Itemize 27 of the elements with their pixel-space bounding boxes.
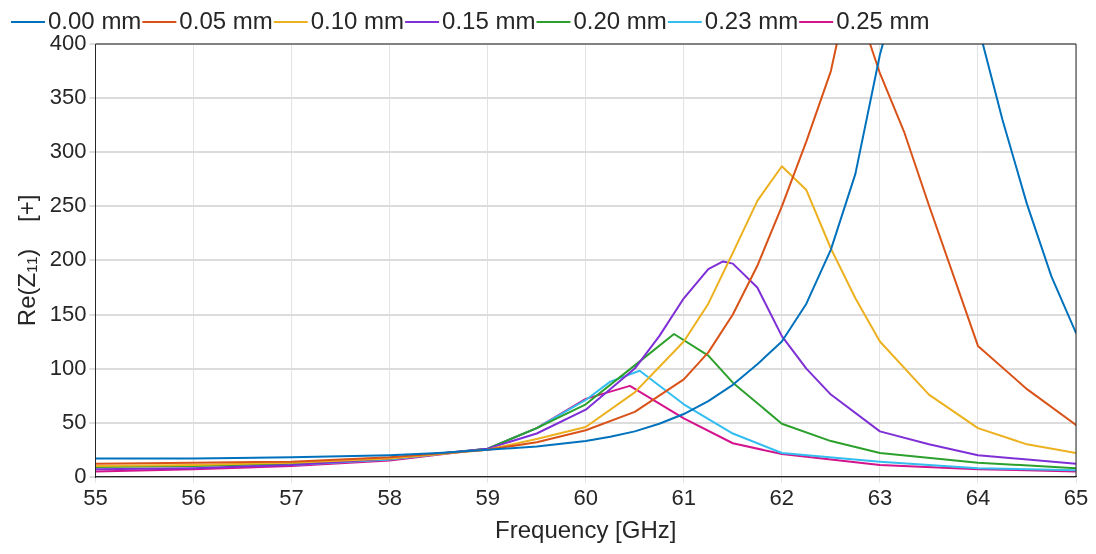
x-tick-label: 63: [867, 485, 893, 511]
legend-label: 0.20 mm: [573, 6, 667, 34]
y-tick-label: 150: [49, 300, 87, 326]
x-tick-label: 60: [573, 485, 598, 511]
y-axis-title: Re(Z₁₁) [+]: [13, 194, 41, 327]
legend-label: 0.15 mm: [442, 6, 536, 34]
x-axis-title: Frequency [GHz]: [495, 516, 677, 544]
x-tick-label: 61: [671, 485, 697, 511]
y-tick-label: 300: [49, 138, 87, 164]
legend-label: 0.23 mm: [704, 6, 799, 34]
x-tick-label: 57: [279, 485, 304, 511]
x-tick-label: 62: [769, 485, 795, 511]
x-tick-label: 56: [181, 485, 206, 511]
y-tick-label: 100: [49, 354, 87, 380]
legend-label: 0.25 mm: [836, 6, 930, 34]
x-tick-label: 55: [83, 485, 108, 511]
y-tick-label: 350: [49, 84, 87, 110]
x-tick-label: 58: [377, 485, 402, 511]
legend-label: 0.10 mm: [310, 6, 405, 34]
y-tick-label: 250: [49, 192, 87, 218]
x-tick-label: 65: [1063, 485, 1089, 511]
y-tick-label: 200: [49, 246, 87, 272]
legend-label: 0.05 mm: [179, 6, 273, 34]
y-tick-label: 50: [62, 408, 87, 434]
y-tick-label: 0: [74, 462, 87, 488]
x-tick-label: 59: [475, 485, 500, 511]
x-tick-label: 64: [965, 485, 991, 511]
